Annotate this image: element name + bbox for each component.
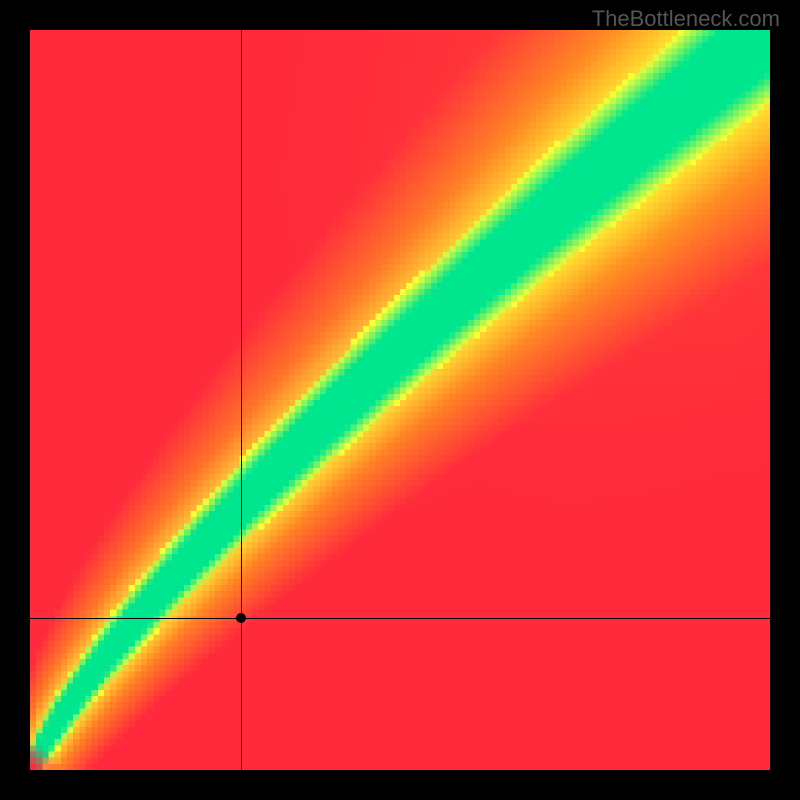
- heatmap-canvas: [30, 30, 770, 770]
- chart-container: TheBottleneck.com: [0, 0, 800, 800]
- marker-dot: [236, 613, 246, 623]
- crosshair-horizontal: [30, 618, 770, 619]
- crosshair-vertical: [241, 30, 242, 770]
- watermark-text: TheBottleneck.com: [592, 6, 780, 32]
- heatmap-plot: [30, 30, 770, 770]
